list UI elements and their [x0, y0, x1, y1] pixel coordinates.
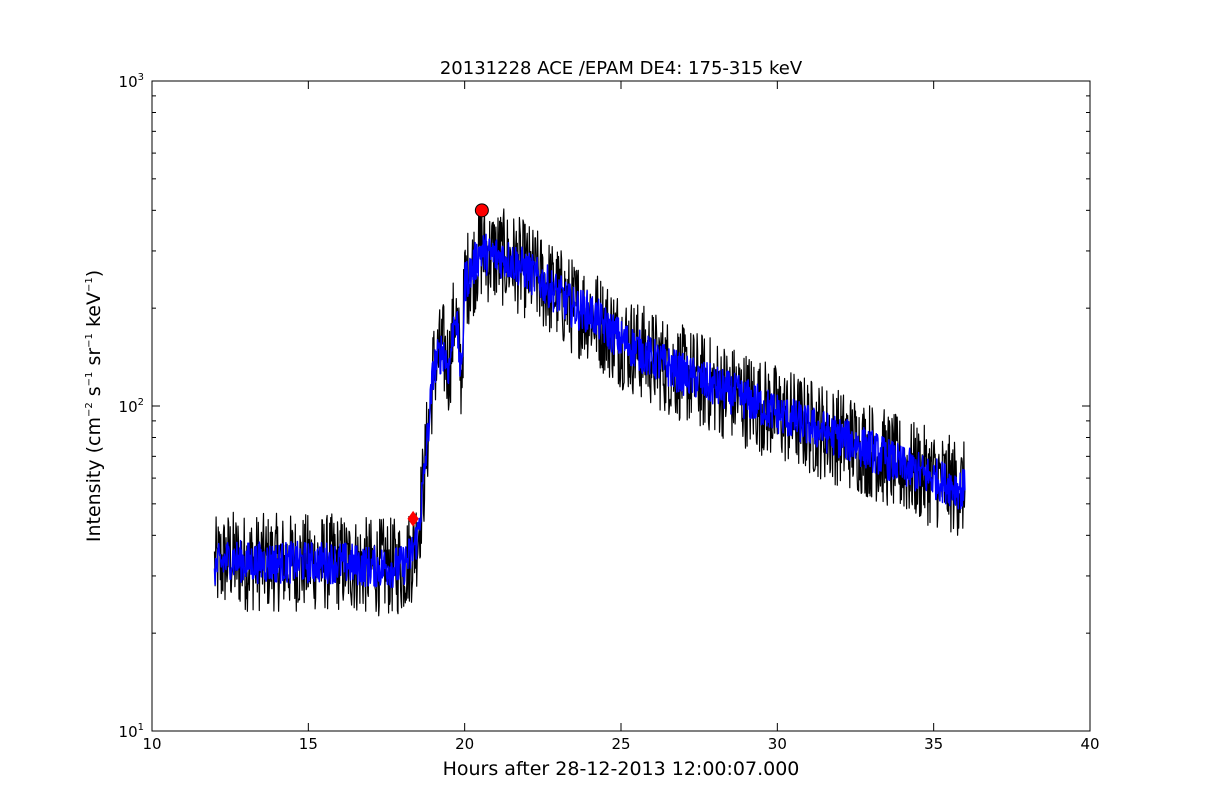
- y-axis-title-sr: sr: [83, 348, 105, 372]
- x-axis-title: Hours after 28-12-2013 12:00:07.000: [443, 758, 800, 780]
- y-axis-title-exp1: −2: [84, 402, 95, 417]
- y-axis-title-exp3: −1: [84, 333, 95, 348]
- onset-diamond-marker: [407, 510, 419, 527]
- y-tick-exponent: 2: [138, 397, 144, 408]
- peak-circle-marker: [474, 203, 489, 218]
- chart-title: 20131228 ACE /EPAM DE4: 175-315 keV: [440, 58, 803, 79]
- y-tick-base: 10: [119, 73, 138, 91]
- y-tick-base: 10: [119, 398, 138, 416]
- x-tick-label: 15: [299, 735, 318, 753]
- y-tick-label: 101: [119, 722, 144, 741]
- y-tick-base: 10: [119, 723, 138, 741]
- x-tick-label: 20: [455, 735, 474, 753]
- event-markers: [407, 203, 489, 527]
- x-tick-label: 35: [924, 735, 943, 753]
- x-tick-label: 25: [611, 735, 630, 753]
- y-tick-label: 102: [119, 397, 144, 416]
- y-tick-exponent: 3: [138, 72, 144, 83]
- y-axis-title: Intensity (cm−2 s−1 sr−1 keV−1): [83, 270, 105, 542]
- x-tick-label: 10: [142, 735, 161, 753]
- series-line-smoothed: [213, 233, 966, 589]
- y-axis-title-exp4: −1: [84, 277, 95, 292]
- y-tick-exponent: 1: [138, 722, 144, 733]
- y-axis-title-prefix: Intensity (cm: [83, 417, 105, 542]
- y-axis-title-kev: keV: [83, 292, 105, 333]
- y-tick-label: 103: [119, 72, 144, 91]
- y-axis-title-exp2: −1: [84, 372, 95, 387]
- y-axis-title-suffix: ): [83, 270, 105, 277]
- y-axis-title-s: s: [83, 386, 105, 402]
- plot-area: [213, 207, 966, 617]
- x-tick-label: 30: [768, 735, 787, 753]
- x-tick-label: 40: [1080, 735, 1099, 753]
